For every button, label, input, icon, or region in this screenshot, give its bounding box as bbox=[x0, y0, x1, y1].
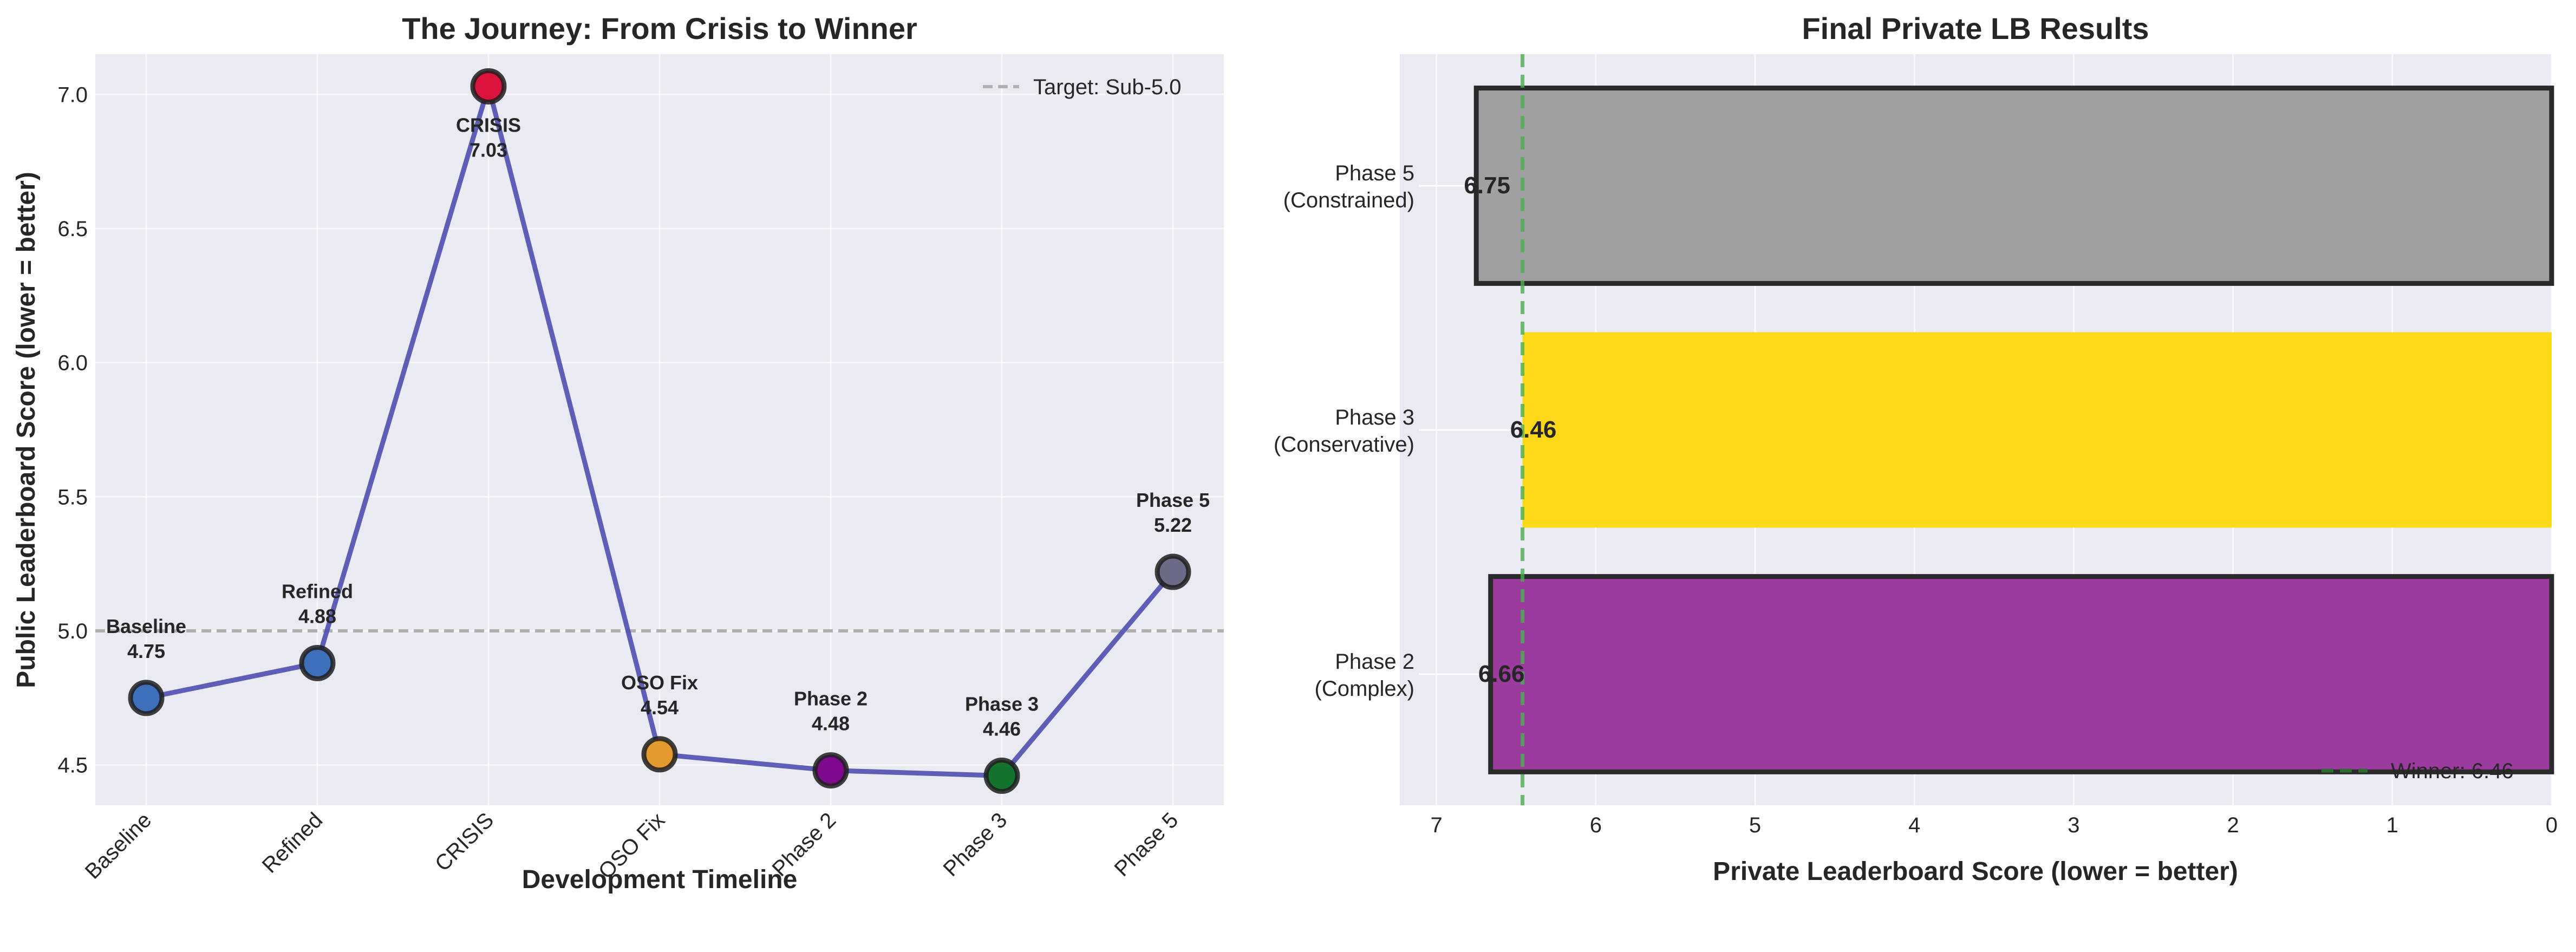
y-tick-label: Phase 5 bbox=[1335, 161, 1414, 185]
annotation-name: OSO Fix bbox=[621, 671, 698, 694]
x-tick-label: 3 bbox=[2068, 813, 2079, 837]
x-axis-label: Private Leaderboard Score (lower = bette… bbox=[1713, 857, 2238, 886]
x-tick-label: Baseline bbox=[81, 808, 156, 884]
annotation-value: 4.46 bbox=[983, 718, 1021, 740]
x-tick-label: Phase 3 bbox=[938, 808, 1012, 881]
y-tick-label: 6.0 bbox=[57, 351, 88, 375]
annotation-name: Phase 3 bbox=[965, 693, 1039, 715]
annotation-value: 5.22 bbox=[1154, 514, 1192, 536]
y-tick-label: Phase 2 bbox=[1335, 650, 1414, 674]
bar-phase-2 bbox=[1488, 574, 2554, 774]
chart-title: The Journey: From Crisis to Winner bbox=[402, 11, 917, 45]
x-tick-label: 2 bbox=[2227, 813, 2239, 837]
x-tick-label: 0 bbox=[2546, 813, 2558, 837]
data-point-crisis bbox=[470, 68, 507, 105]
y-tick-label: (Conservative) bbox=[1274, 433, 1414, 457]
x-tick-label: 7 bbox=[1431, 813, 1443, 837]
x-tick-label: 6 bbox=[1590, 813, 1602, 837]
bar-value-label: 6.75 bbox=[1464, 172, 1510, 199]
data-point-phase-3 bbox=[983, 758, 1020, 794]
annotation-name: CRISIS bbox=[456, 114, 521, 136]
x-tick-label: 1 bbox=[2386, 813, 2398, 837]
chart-title: Final Private LB Results bbox=[1802, 11, 2149, 45]
bars bbox=[1473, 86, 2554, 774]
annotation-name: Phase 5 bbox=[1136, 489, 1210, 511]
annotation-value: 4.48 bbox=[812, 713, 850, 735]
y-tick-label: 5.5 bbox=[57, 485, 88, 509]
y-tick-label: 4.5 bbox=[57, 754, 88, 778]
bar-value-label: 6.46 bbox=[1510, 416, 1557, 443]
annotation-name: Refined bbox=[282, 580, 353, 602]
data-point-oso-fix bbox=[641, 736, 678, 773]
legend-label-target: Target: Sub-5.0 bbox=[1033, 75, 1182, 99]
annotation-name: Phase 2 bbox=[794, 688, 868, 710]
y-tick-label: 5.0 bbox=[57, 620, 88, 643]
x-tick-label: 5 bbox=[1749, 813, 1761, 837]
value-labels: 6.66 6.46 6.75 bbox=[1464, 172, 1556, 687]
bar-phase-5 bbox=[1473, 86, 2554, 286]
private-lb-bar-chart: 6.66 6.46 6.75 0 1 2 3 4 5 6 7 Phase 2 (Complex) Pha… bbox=[1274, 11, 2558, 886]
x-tick-label: Refined bbox=[258, 808, 328, 878]
y-axis-label: Public Leaderboard Score (lower = better… bbox=[12, 172, 41, 688]
y-tick-label: (Complex) bbox=[1315, 677, 1414, 701]
y-tick-label: 7.0 bbox=[57, 83, 88, 107]
data-point-baseline bbox=[128, 680, 165, 716]
legend: Target: Sub-5.0 bbox=[983, 75, 1182, 99]
annotation-value: 7.03 bbox=[469, 139, 507, 161]
data-point-refined bbox=[299, 644, 336, 681]
bar-value-label: 6.66 bbox=[1478, 661, 1525, 687]
journey-line-chart: Baseline 4.75 Refined 4.88 CRISIS 7.03 OSO Fix… bbox=[12, 11, 1224, 894]
ticks: 0 1 2 3 4 5 6 7 Phase 2 (Complex) Phase 3 (Conserva… bbox=[1274, 161, 2558, 837]
annotation-name: Baseline bbox=[106, 615, 186, 637]
markers bbox=[128, 68, 1191, 794]
annotation-value: 4.88 bbox=[298, 605, 336, 627]
legend: Winner: 6.46 bbox=[2321, 759, 2514, 783]
y-tick-label: 6.5 bbox=[57, 217, 88, 241]
x-tick-label: Phase 5 bbox=[1110, 808, 1183, 881]
annotation-value: 4.54 bbox=[641, 696, 679, 719]
x-tick-label: CRISIS bbox=[431, 808, 498, 876]
data-point-phase-2 bbox=[812, 752, 849, 789]
x-axis-label: Development Timeline bbox=[522, 865, 798, 894]
y-tick-label: Phase 3 bbox=[1335, 406, 1414, 429]
legend-label-winner: Winner: 6.46 bbox=[2391, 759, 2514, 783]
data-point-phase-5 bbox=[1155, 553, 1191, 590]
annotation-value: 4.75 bbox=[127, 640, 165, 662]
bar-phase-3 bbox=[1522, 332, 2552, 528]
x-tick-label: 4 bbox=[1908, 813, 1920, 837]
y-tick-label: (Constrained) bbox=[1283, 188, 1414, 212]
annotations: Baseline 4.75 Refined 4.88 CRISIS 7.03 OSO Fix… bbox=[106, 114, 1210, 740]
